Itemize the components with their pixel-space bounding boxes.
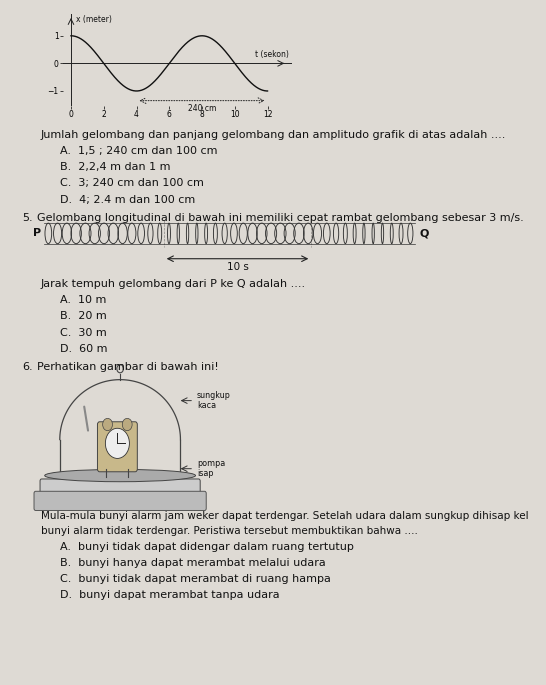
Text: 5.: 5. <box>22 213 32 223</box>
Text: bunyi alarm tidak terdengar. Peristiwa tersebut membuktikan bahwa ....: bunyi alarm tidak terdengar. Peristiwa t… <box>41 525 418 536</box>
Text: Q: Q <box>419 228 429 238</box>
Text: Gelombang longitudinal di bawah ini memiliki cepat rambat gelombang sebesar 3 m/: Gelombang longitudinal di bawah ini memi… <box>37 213 524 223</box>
Ellipse shape <box>45 469 195 482</box>
Text: Jarak tempuh gelombang dari P ke Q adalah ....: Jarak tempuh gelombang dari P ke Q adala… <box>41 279 306 289</box>
Circle shape <box>122 419 132 431</box>
Text: D.  bunyi dapat merambat tanpa udara: D. bunyi dapat merambat tanpa udara <box>60 590 280 600</box>
Text: A.  1,5 ; 240 cm dan 100 cm: A. 1,5 ; 240 cm dan 100 cm <box>60 147 217 156</box>
Text: 10 s: 10 s <box>227 262 248 272</box>
Text: B.  2,2,4 m dan 1 m: B. 2,2,4 m dan 1 m <box>60 162 170 173</box>
Text: pompa
isap: pompa isap <box>197 459 225 478</box>
Text: B.  bunyi hanya dapat merambat melalui udara: B. bunyi hanya dapat merambat melalui ud… <box>60 558 326 568</box>
Circle shape <box>105 428 129 458</box>
Text: sungkup
kaca: sungkup kaca <box>197 391 231 410</box>
Text: Perhatikan gambar di bawah ini!: Perhatikan gambar di bawah ini! <box>37 362 219 372</box>
Text: P: P <box>33 228 41 238</box>
Text: D.  60 m: D. 60 m <box>60 344 108 353</box>
Text: A.  bunyi tidak dapat didengar dalam ruang tertutup: A. bunyi tidak dapat didengar dalam ruan… <box>60 542 354 551</box>
Text: Jumlah gelombang dan panjang gelombang dan amplitudo grafik di atas adalah ....: Jumlah gelombang dan panjang gelombang d… <box>41 130 506 140</box>
Text: x (meter): x (meter) <box>76 15 112 24</box>
Text: C.  bunyi tidak dapat merambat di ruang hampa: C. bunyi tidak dapat merambat di ruang h… <box>60 574 331 584</box>
Text: 240 cm: 240 cm <box>188 104 216 113</box>
Text: C.  3; 240 cm dan 100 cm: C. 3; 240 cm dan 100 cm <box>60 178 204 188</box>
FancyBboxPatch shape <box>40 479 200 498</box>
Text: A.  10 m: A. 10 m <box>60 295 106 306</box>
Text: C.  30 m: C. 30 m <box>60 327 107 338</box>
FancyBboxPatch shape <box>97 422 138 472</box>
Text: 6.: 6. <box>22 362 32 372</box>
Text: B.  20 m: B. 20 m <box>60 312 107 321</box>
Text: D.  4; 2.4 m dan 100 cm: D. 4; 2.4 m dan 100 cm <box>60 195 195 205</box>
FancyBboxPatch shape <box>34 491 206 510</box>
Text: Mula-mula bunyi alarm jam weker dapat terdengar. Setelah udara dalam sungkup dih: Mula-mula bunyi alarm jam weker dapat te… <box>41 511 529 521</box>
Text: t (sekon): t (sekon) <box>255 50 289 59</box>
Circle shape <box>103 419 112 431</box>
